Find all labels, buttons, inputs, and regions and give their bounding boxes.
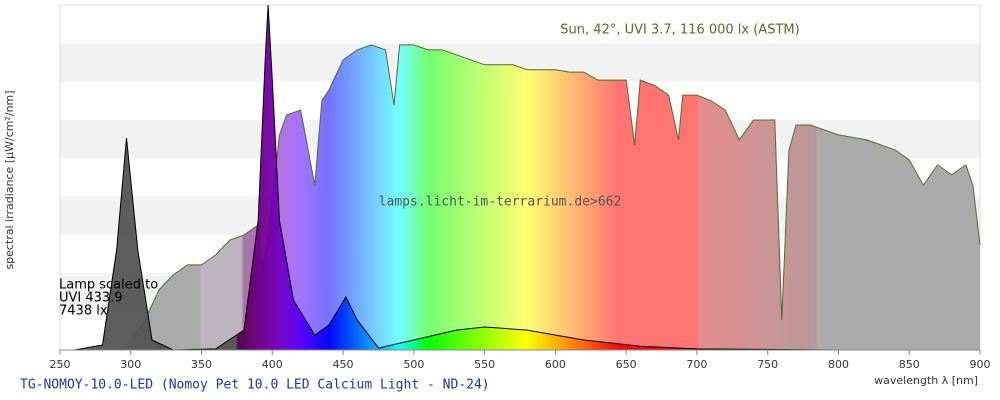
spectrum-area <box>123 44 980 351</box>
x-tick-label: 900 <box>970 358 991 371</box>
x-tick-label: 350 <box>191 358 212 371</box>
x-tick-label: 800 <box>828 358 849 371</box>
lamp-annotation: UVI 433.9 <box>59 291 123 306</box>
x-tick-label: 450 <box>333 358 354 371</box>
x-tick-label: 850 <box>899 358 920 371</box>
x-axis-label: wavelength λ [nm] <box>874 374 978 387</box>
x-tick-label: 750 <box>757 358 778 371</box>
x-tick-label: 700 <box>686 358 707 371</box>
chart-title: TG-NOMOY-10.0-LED (Nomoy Pet 10.0 LED Ca… <box>20 378 490 393</box>
watermark: lamps.licht-im-terrarium.de>662 <box>379 195 622 210</box>
x-tick-label: 600 <box>545 358 566 371</box>
lamp-annotation: 7438 lx <box>59 304 108 319</box>
background-band <box>60 5 980 44</box>
y-axis-label: spectral irradiance [µW/cm²/nm] <box>3 90 16 269</box>
x-tick-label: 300 <box>120 358 141 371</box>
x-tick-label: 500 <box>403 358 424 371</box>
spectrum-line <box>74 4 980 351</box>
x-tick-label: 650 <box>616 358 637 371</box>
plot-marks <box>74 4 981 351</box>
lamp-annotation: Lamp scaled to <box>59 278 158 293</box>
x-tick-label: 400 <box>262 358 283 371</box>
sun-annotation: Sun, 42°, UVI 3.7, 116 000 lx (ASTM) <box>560 23 799 38</box>
x-tick-label: 250 <box>50 358 71 371</box>
x-tick-label: 550 <box>474 358 495 371</box>
